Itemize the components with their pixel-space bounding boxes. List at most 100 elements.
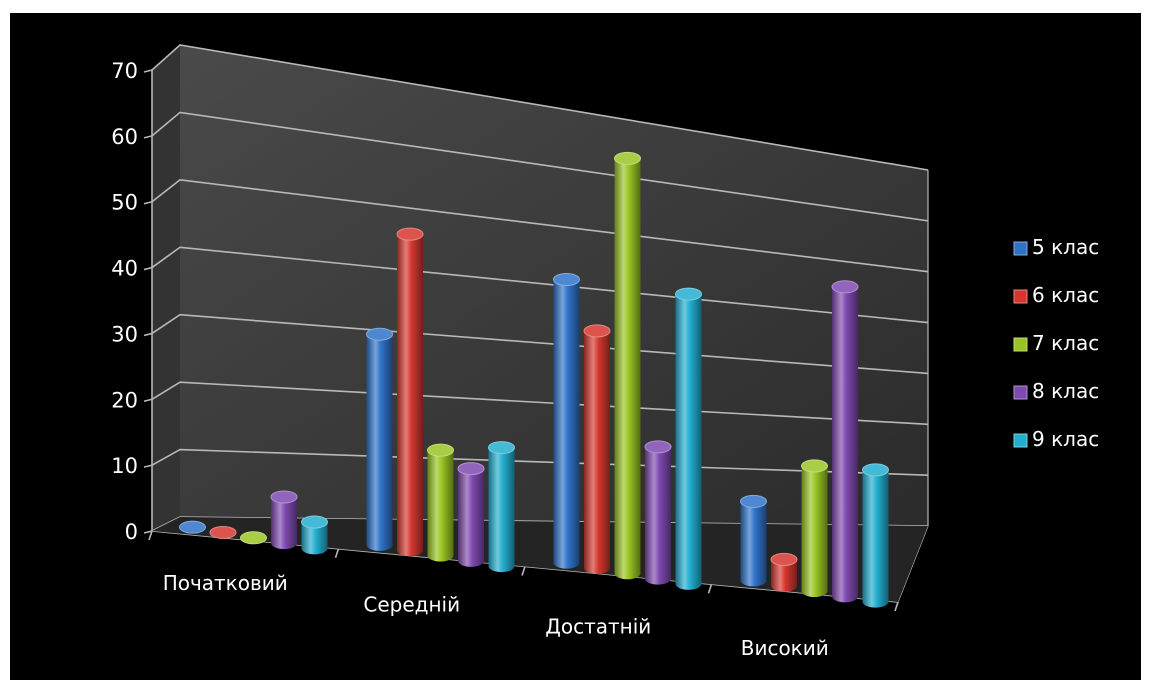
y-tick-label: 70 [111, 59, 138, 83]
y-tick-mark [143, 266, 153, 271]
bar-body [832, 286, 858, 603]
x-tick-label: Достатній [545, 614, 651, 638]
legend-swatch [1013, 241, 1028, 256]
bar-chart: 0 10 20 30 40 50 60 70 Початковий Середній Достат… [111, 44, 1099, 660]
legend-item: 8 клас [1013, 379, 1099, 403]
bar-body [301, 522, 328, 555]
legend-item: 9 клас [1013, 427, 1099, 451]
y-tick-label: 0 [125, 520, 138, 544]
x-tick-mark [894, 601, 899, 612]
bar [862, 463, 889, 608]
legend-label: 7 клас [1032, 331, 1099, 355]
x-tick-mark [148, 530, 153, 541]
y-tick-label: 20 [111, 388, 138, 412]
x-tick-mark [521, 566, 526, 576]
bar-top [740, 494, 767, 508]
bar-body [675, 294, 702, 590]
bar-body [553, 279, 580, 569]
legend-label: 5 клас [1032, 235, 1099, 259]
legend-swatch [1013, 433, 1028, 448]
bar-top [862, 463, 889, 477]
legend-label: 6 клас [1032, 283, 1099, 307]
y-tick-mark [143, 200, 153, 205]
bar [240, 531, 267, 545]
bar-body [397, 234, 423, 557]
bar [644, 440, 672, 585]
bar [583, 324, 611, 574]
chart-floor [152, 517, 928, 602]
gridline [151, 111, 929, 222]
bar-body [862, 469, 889, 608]
bar-body [801, 465, 828, 598]
legend-swatch [1013, 385, 1028, 400]
bar-top [366, 327, 393, 341]
y-tick-label: 40 [111, 257, 138, 281]
bar [801, 459, 828, 598]
bar-top [488, 441, 515, 455]
y-tick-mark [143, 69, 153, 73]
bar-body [427, 450, 454, 562]
bar-body [366, 334, 393, 551]
y-tick-label: 50 [111, 191, 138, 215]
legend-swatch [1013, 289, 1028, 304]
chart-area: 0 10 20 30 40 50 60 70 Початковий Середній Достат… [10, 13, 1141, 680]
bar-top [396, 227, 424, 241]
legend-swatch [1013, 337, 1028, 352]
bar-body [271, 496, 297, 550]
bar [427, 443, 454, 562]
bar-body [740, 501, 767, 587]
legend-item: 5 клас [1013, 235, 1099, 259]
bar [553, 273, 580, 569]
bar-body [488, 447, 515, 573]
y-tick-mark [143, 530, 153, 534]
bar-top [301, 515, 328, 529]
bar-top [209, 525, 237, 539]
bar-body [458, 468, 484, 567]
gridline [151, 44, 929, 171]
legend-item: 6 клас [1013, 283, 1099, 307]
bar [740, 494, 767, 587]
bar-body [771, 559, 797, 592]
bar [209, 525, 237, 539]
bar-top [675, 287, 702, 301]
bar [179, 520, 206, 534]
x-tick-label: Початковий [163, 571, 288, 595]
bar [614, 151, 641, 580]
bar-body [584, 330, 610, 574]
y-tick-mark [143, 398, 153, 403]
y-tick-mark [143, 464, 153, 468]
bar-top [831, 280, 859, 294]
y-tick-mark [143, 332, 153, 337]
x-tick-label: Високий [741, 636, 829, 660]
bar-top [270, 490, 298, 504]
chart-side-wall [152, 45, 180, 531]
y-tick-mark [143, 135, 153, 139]
x-tick-mark [334, 548, 340, 559]
bar-top [801, 459, 828, 473]
legend-item: 7 клас [1013, 331, 1099, 355]
bar [270, 490, 298, 550]
x-tick-label: Середній [363, 593, 460, 617]
bar [488, 441, 515, 573]
bar-top [240, 531, 267, 545]
bar-top [614, 151, 641, 165]
bar-body [645, 446, 671, 585]
bar [770, 552, 798, 592]
bar [301, 515, 328, 555]
bar-top [644, 440, 672, 454]
bar-body [614, 158, 641, 580]
bar [366, 327, 393, 551]
gridline [151, 179, 929, 273]
y-tick-label: 10 [111, 454, 138, 478]
x-tick-mark [707, 583, 713, 594]
bar [831, 280, 859, 603]
y-tick-label: 60 [111, 125, 138, 149]
y-tick-label: 30 [111, 322, 138, 346]
bar-top [427, 443, 454, 457]
bar-top [770, 552, 798, 566]
legend-label: 8 клас [1032, 379, 1099, 403]
bar-top [583, 324, 611, 338]
bar-top [179, 520, 206, 534]
legend-label: 9 клас [1032, 427, 1099, 451]
bar-top [553, 273, 580, 287]
